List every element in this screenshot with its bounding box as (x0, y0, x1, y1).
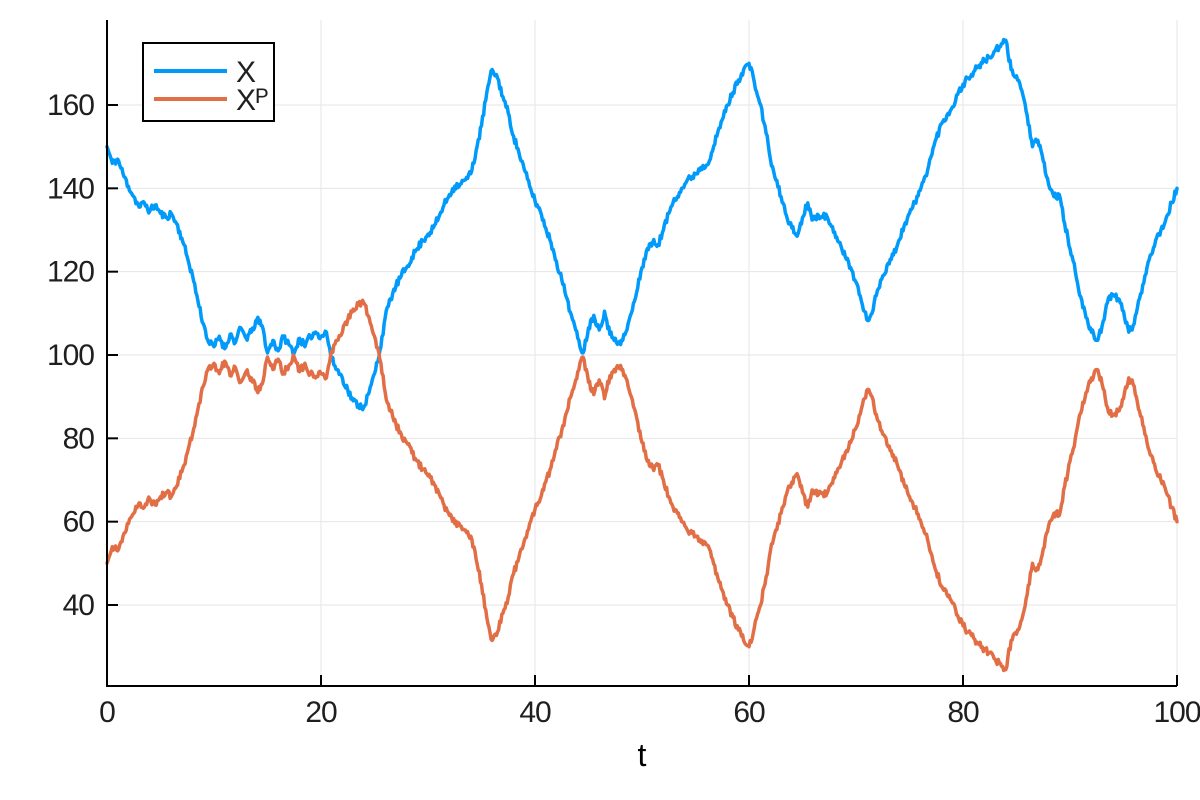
x-tick-label: 80 (947, 696, 979, 729)
x-tick-label: 60 (733, 696, 765, 729)
x-tick-label: 0 (99, 696, 115, 729)
y-tick-label: 120 (47, 256, 94, 289)
y-tick-label: 40 (63, 589, 95, 622)
legend-label: Xᴾ (236, 84, 269, 117)
x-tick-label: 20 (305, 696, 337, 729)
y-tick-label: 60 (63, 506, 95, 539)
x-axis-label: t (638, 737, 647, 773)
y-tick-label: 100 (47, 339, 94, 372)
tick-labels: 0 20 40 60 80 100 40 60 80 100 120 140 160 (47, 89, 1200, 729)
y-tick-label: 80 (63, 422, 95, 455)
series-line-x (105, 298, 1179, 673)
x-tick-label: 40 (519, 696, 551, 729)
legend-box (142, 42, 275, 122)
axes (106, 20, 1178, 687)
series-lines (105, 37, 1179, 673)
x-tick-label: 100 (1153, 696, 1200, 729)
series-line-x (105, 37, 1179, 412)
legend: XXᴾ (142, 42, 275, 122)
legend-label: X (236, 56, 256, 89)
y-tick-label: 140 (47, 172, 94, 205)
y-tick-label: 160 (47, 89, 94, 122)
